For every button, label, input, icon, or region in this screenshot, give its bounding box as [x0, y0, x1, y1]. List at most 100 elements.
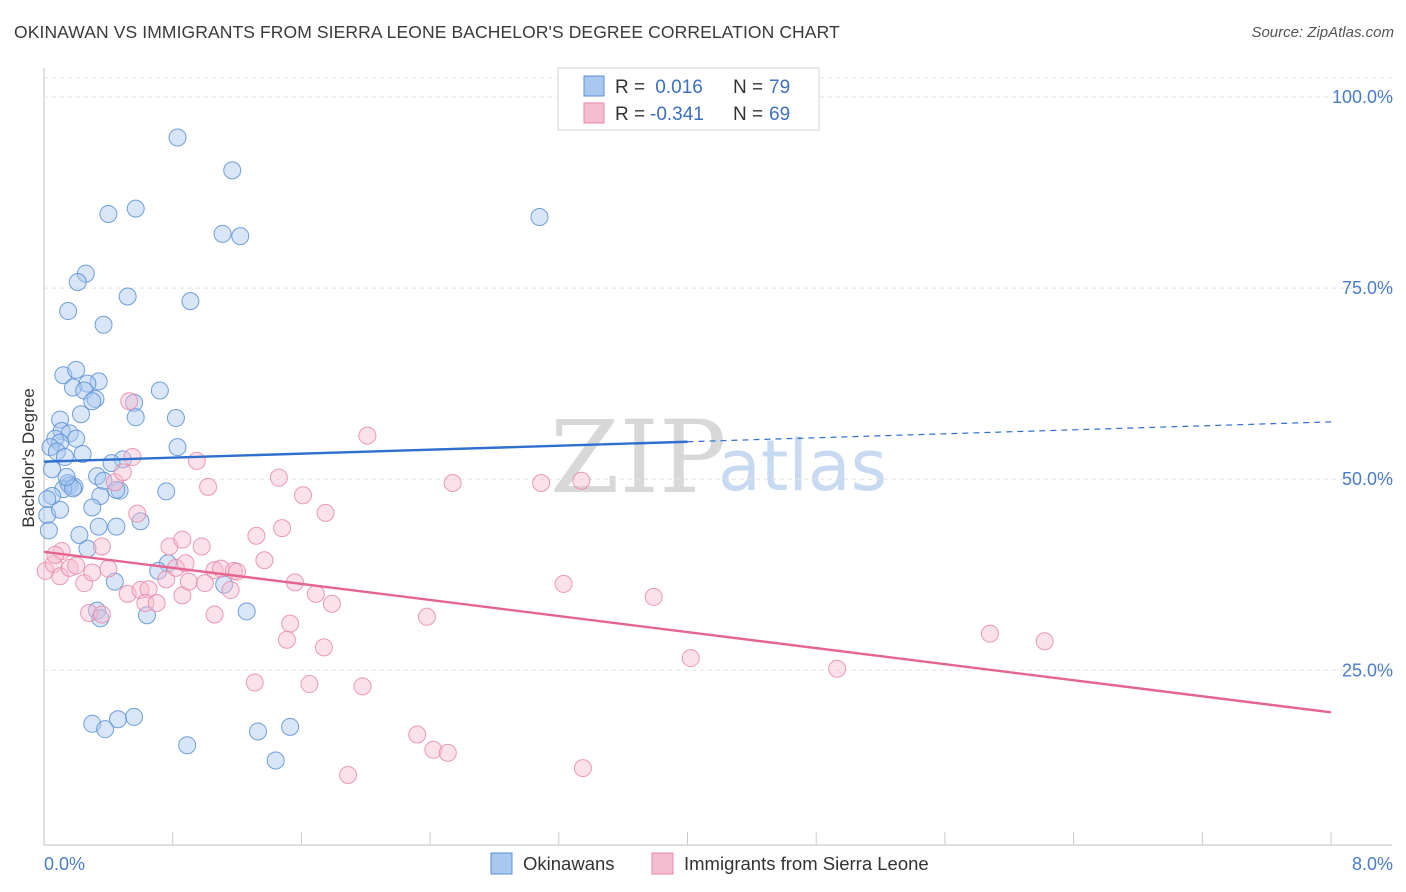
data-point-sierra-leone — [306, 584, 325, 603]
data-point-sierra-leone — [128, 504, 147, 523]
data-point-okinawans — [126, 408, 145, 427]
data-point-okinawans — [41, 438, 60, 457]
data-point-okinawans — [107, 480, 126, 499]
data-point-sierra-leone — [314, 638, 333, 657]
legend-r-label-okinawans: R = — [615, 77, 645, 98]
data-point-sierra-leone — [139, 580, 158, 599]
data-point-okinawans — [166, 409, 185, 428]
bottom-legend-label-okinawans: Okinawans — [523, 853, 615, 874]
legend-swatch-okinawans — [583, 75, 605, 97]
data-point-sierra-leone — [424, 740, 443, 759]
series-sierra-leone-points — [36, 392, 1054, 785]
data-point-sierra-leone — [120, 392, 139, 411]
data-point-sierra-leone — [176, 554, 195, 573]
data-point-sierra-leone — [532, 474, 551, 493]
data-point-okinawans — [223, 161, 242, 180]
data-point-okinawans — [51, 410, 70, 429]
data-point-okinawans — [63, 479, 82, 498]
data-point-okinawans — [96, 720, 115, 739]
y-tick-label: 25.0% — [1342, 660, 1393, 680]
y-tick-label: 50.0% — [1342, 469, 1393, 489]
data-point-okinawans — [530, 208, 549, 227]
data-point-sierra-leone — [147, 594, 166, 613]
x-tick-label-max: 8.0% — [1352, 854, 1393, 874]
data-point-sierra-leone — [681, 649, 700, 668]
data-point-sierra-leone — [554, 574, 573, 593]
y-axis-label: Bachelor's Degree — [19, 388, 38, 527]
data-point-okinawans — [94, 471, 113, 490]
data-point-okinawans — [57, 467, 76, 486]
data-point-sierra-leone — [277, 630, 296, 649]
bottom-legend-label-sierra-leone: Immigrants from Sierra Leone — [684, 853, 929, 874]
x-ticks — [43, 832, 1332, 845]
data-point-sierra-leone — [358, 426, 377, 445]
data-point-sierra-leone — [255, 551, 274, 570]
legend-swatch-sierra-leone — [583, 102, 605, 124]
data-point-okinawans — [38, 490, 57, 509]
data-point-sierra-leone — [195, 574, 214, 593]
data-point-okinawans — [125, 707, 144, 726]
data-point-sierra-leone — [221, 581, 240, 600]
data-point-sierra-leone — [67, 556, 86, 575]
data-point-sierra-leone — [269, 468, 288, 487]
legend-n-value-okinawans: 79 — [769, 77, 790, 98]
grid-layer — [44, 77, 1392, 671]
x-tick-label-min: 0.0% — [44, 854, 85, 874]
bottom-legend-swatch-okinawans — [490, 852, 513, 875]
trendline-okinawans-extension — [687, 421, 1332, 443]
data-point-sierra-leone — [417, 607, 436, 626]
data-point-okinawans — [168, 128, 187, 147]
data-point-okinawans — [70, 526, 89, 545]
data-point-okinawans — [281, 717, 300, 736]
data-point-sierra-leone — [99, 559, 118, 578]
data-point-sierra-leone — [980, 624, 999, 643]
data-point-okinawans — [89, 517, 108, 536]
data-point-okinawans — [43, 487, 62, 506]
legend-r-label-sierra-leone: R = — [615, 104, 645, 125]
y-tick-label: 100.0% — [1332, 87, 1393, 107]
legend-n-label-sierra-leone: N = — [733, 104, 763, 125]
watermark-atlas: atlas — [718, 425, 887, 507]
data-point-okinawans — [94, 315, 113, 334]
data-point-okinawans — [231, 227, 250, 246]
trendlines — [43, 421, 1332, 714]
data-point-okinawans — [67, 429, 86, 448]
data-point-sierra-leone — [572, 471, 591, 490]
data-point-sierra-leone — [247, 526, 266, 545]
y-tick-labels: 25.0% 50.0% 75.0% 100.0% — [1332, 87, 1393, 680]
data-point-sierra-leone — [339, 766, 358, 785]
data-point-okinawans — [72, 405, 91, 424]
data-point-okinawans — [89, 372, 108, 391]
data-point-okinawans — [157, 482, 176, 501]
data-point-sierra-leone — [187, 451, 206, 470]
data-point-okinawans — [150, 381, 169, 400]
data-point-okinawans — [73, 444, 92, 463]
data-point-sierra-leone — [173, 530, 192, 549]
data-point-okinawans — [118, 287, 137, 306]
data-point-okinawans — [59, 302, 78, 321]
watermark: ZIP atlas — [550, 399, 887, 516]
data-point-sierra-leone — [281, 614, 300, 633]
trendline-sierra-leone — [43, 550, 1332, 714]
watermark-zip: ZIP — [550, 399, 726, 516]
data-point-sierra-leone — [113, 463, 132, 482]
data-point-okinawans — [51, 500, 70, 519]
data-point-sierra-leone — [644, 587, 663, 606]
data-point-okinawans — [105, 572, 124, 591]
data-point-sierra-leone — [353, 677, 372, 696]
data-point-okinawans — [237, 602, 256, 621]
data-point-okinawans — [86, 389, 105, 408]
data-point-sierra-leone — [300, 675, 319, 694]
data-point-sierra-leone — [192, 537, 211, 556]
data-point-sierra-leone — [573, 759, 592, 778]
data-point-okinawans — [126, 199, 145, 218]
legend-bottom: Okinawans Immigrants from Sierra Leone — [490, 852, 929, 875]
data-point-okinawans — [55, 448, 74, 467]
data-point-sierra-leone — [83, 563, 102, 582]
data-point-sierra-leone — [1035, 632, 1054, 651]
data-point-sierra-leone — [443, 474, 462, 493]
trendline-okinawans — [43, 440, 688, 463]
legend-top: R = 0.016 N = 79 R = -0.341 N = 69 — [557, 67, 820, 131]
y-tick-label: 75.0% — [1342, 278, 1393, 298]
